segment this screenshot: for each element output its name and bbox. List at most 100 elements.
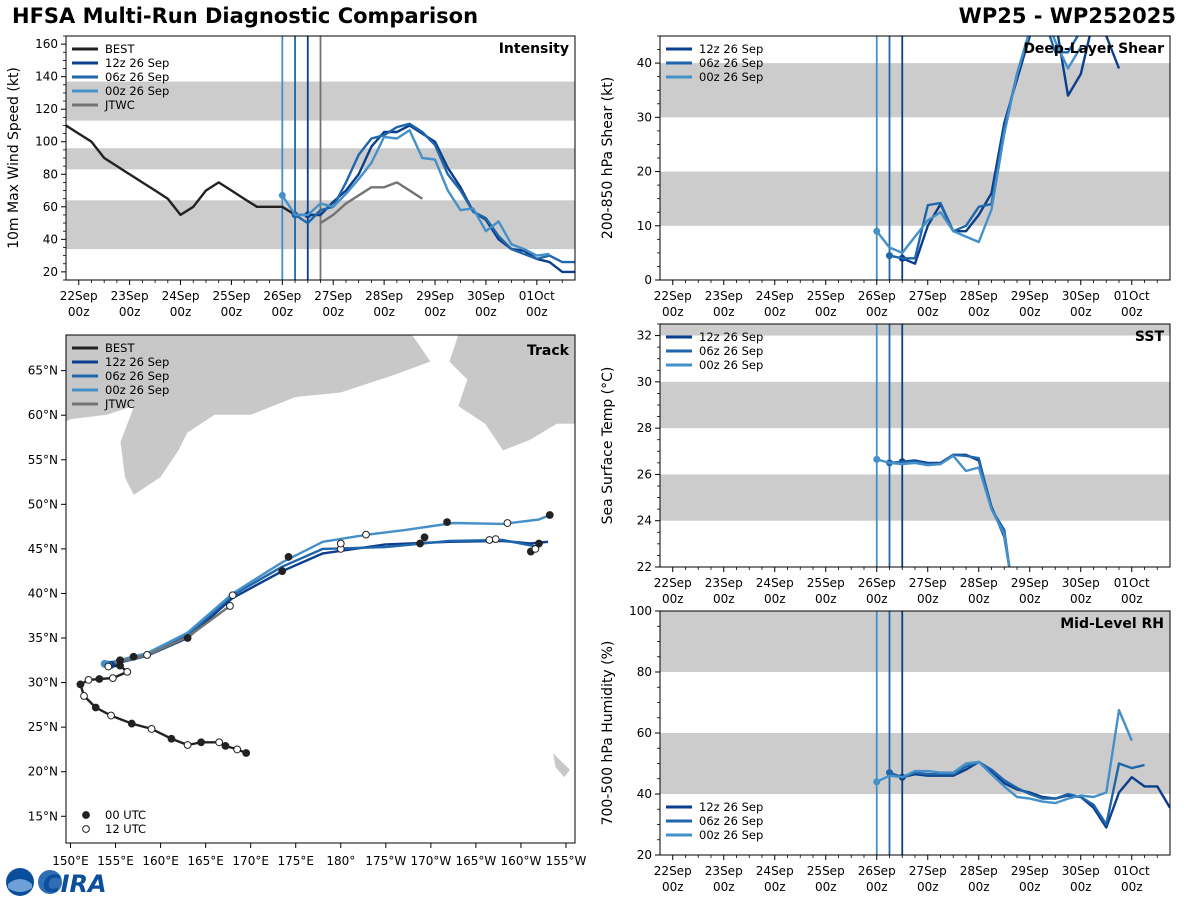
x-tick-label-hour: 00z [917,305,939,319]
map-area [66,335,575,779]
series-start-marker [873,227,881,235]
x-tick-label: 170°E [232,854,269,868]
y-tick-label: 60°N [28,408,58,422]
shade-band [660,324,1170,336]
x-tick-label-hour: 00z [373,305,395,319]
x-tick-label-hour: 00z [662,592,684,606]
x-tick-label-hour: 00z [662,305,684,319]
x-tick-label-date: 01Oct [519,289,555,303]
x-tick-label: 155°W [546,854,587,868]
track-marker-12utc [531,544,540,553]
y-tick-label: 80 [637,665,652,679]
y-tick-label: 80 [43,167,58,181]
series-start-marker [873,778,881,786]
legend-label: 12z 26 Sep [105,355,169,369]
panel-track: 150°E 155°E 160°E 165°E 170°E 175°E 180° 175°W 1… [28,334,587,868]
x-tick-label-date: 22Sep [60,289,98,303]
y-axis-label: 200-850 hPa Shear (kt) [600,77,616,239]
x-tick-label-hour: 00z [475,305,497,319]
x-tick-label: 160°E [142,854,179,868]
x-tick-label-date: 27Sep [909,864,947,878]
x-tick-label-hour: 00z [815,592,837,606]
axes-frame [659,323,1171,568]
y-tick-label: 40 [43,232,58,246]
x-tick-label: 155°E [97,854,134,868]
track-marker-12utc [215,738,224,747]
land-siberia [66,335,432,496]
legend-label: 12z 26 Sep [105,56,169,70]
x-tick-label-date: 22Sep [654,864,692,878]
y-tick-label: 22 [637,560,652,574]
y-tick-label: 20 [43,265,58,279]
panel-title: Mid-Level RH [1060,616,1164,632]
y-axis-label: 10m Max Wind Speed (kt) [6,67,22,249]
x-tick-label-date: 26Sep [858,289,896,303]
track-marker-00utc [221,741,230,750]
x-tick-label-hour: 00z [1121,880,1143,894]
y-tick-label: 10 [637,219,652,233]
x-tick-label-date: 24Sep [756,289,794,303]
y-tick-label: 30 [637,110,652,124]
series-line-run_12z [307,124,575,274]
x-tick-label-date: 23Sep [705,576,743,590]
series-line-run_00z [876,708,1133,805]
y-tick-label: 20 [637,848,652,862]
panel-shear: 0 10 20 30 40 22Sep 00z 23Sep 00z 24Sep 00z 25Sep 00… [600,35,1171,319]
legend-label: 12z 26 Sep [699,800,763,814]
track-marker-12utc [107,711,115,720]
track-marker-00utc [129,652,138,661]
track-marker-12utc [336,539,345,548]
track-marker-00utc [91,703,100,712]
x-tick-label-hour: 00z [1121,305,1143,319]
y-tick-label: 30°N [28,676,58,690]
y-tick-label: 55°N [28,453,58,467]
track-line-best [79,655,247,755]
x-tick-label-date: 24Sep [162,289,200,303]
track-marker-00utc [420,533,429,542]
track-marker-00utc [416,539,424,548]
x-tick-label-hour: 00z [68,305,90,319]
x-tick-label-date: 26Sep [858,864,896,878]
track-line-run_06z [108,538,540,666]
marker-legend-symbol [82,811,90,819]
legend-label: 06z 26 Sep [699,344,763,358]
x-tick-label-date: 24Sep [756,864,794,878]
x-tick-label-date: 01Oct [1114,289,1150,303]
x-tick-label-date: 28Sep [960,864,998,878]
x-tick-label-hour: 00z [866,305,888,319]
x-tick-label-hour: 00z [713,880,735,894]
legend-label: 06z 26 Sep [105,70,169,84]
x-tick-label-hour: 00z [1019,305,1041,319]
x-tick-label-hour: 00z [424,305,446,319]
track-marker-12utc [143,651,151,659]
track-marker-12utc [183,741,192,749]
track-marker-00utc [242,749,251,757]
x-tick-label: 165°E [187,854,224,868]
y-tick-label: 100 [629,604,652,618]
y-tick-label: 30 [637,375,652,389]
track-marker-00utc [535,539,543,548]
shade-band [660,733,1170,794]
legend-label: JTWC [104,98,135,112]
series-start-marker [278,191,286,199]
x-tick-label-date: 22Sep [654,576,692,590]
x-tick-label-hour: 00z [866,880,888,894]
axes-frame [65,35,576,281]
y-axis-label: 700-500 hPa Humidity (%) [600,641,616,826]
y-tick-label: 65°N [28,364,58,378]
page-title: HFSA Multi-Run Diagnostic Comparison [12,4,479,28]
y-tick-label: 60 [43,200,58,214]
legend-label: 06z 26 Sep [105,369,169,383]
x-tick-label-date: 30Sep [467,289,505,303]
y-tick-label: 25°N [28,720,58,734]
x-tick-label-hour: 00z [764,592,786,606]
series-line-run_06z [889,760,1145,826]
legend-label: BEST [105,42,135,56]
track-marker-12utc [108,674,117,683]
y-tick-label: 32 [637,329,652,343]
plot-area [660,324,1170,567]
track-marker-12utc [123,667,132,676]
legend-label: 12z 26 Sep [699,330,763,344]
x-tick-label-date: 27Sep [909,576,947,590]
x-tick-label-date: 25Sep [807,576,845,590]
